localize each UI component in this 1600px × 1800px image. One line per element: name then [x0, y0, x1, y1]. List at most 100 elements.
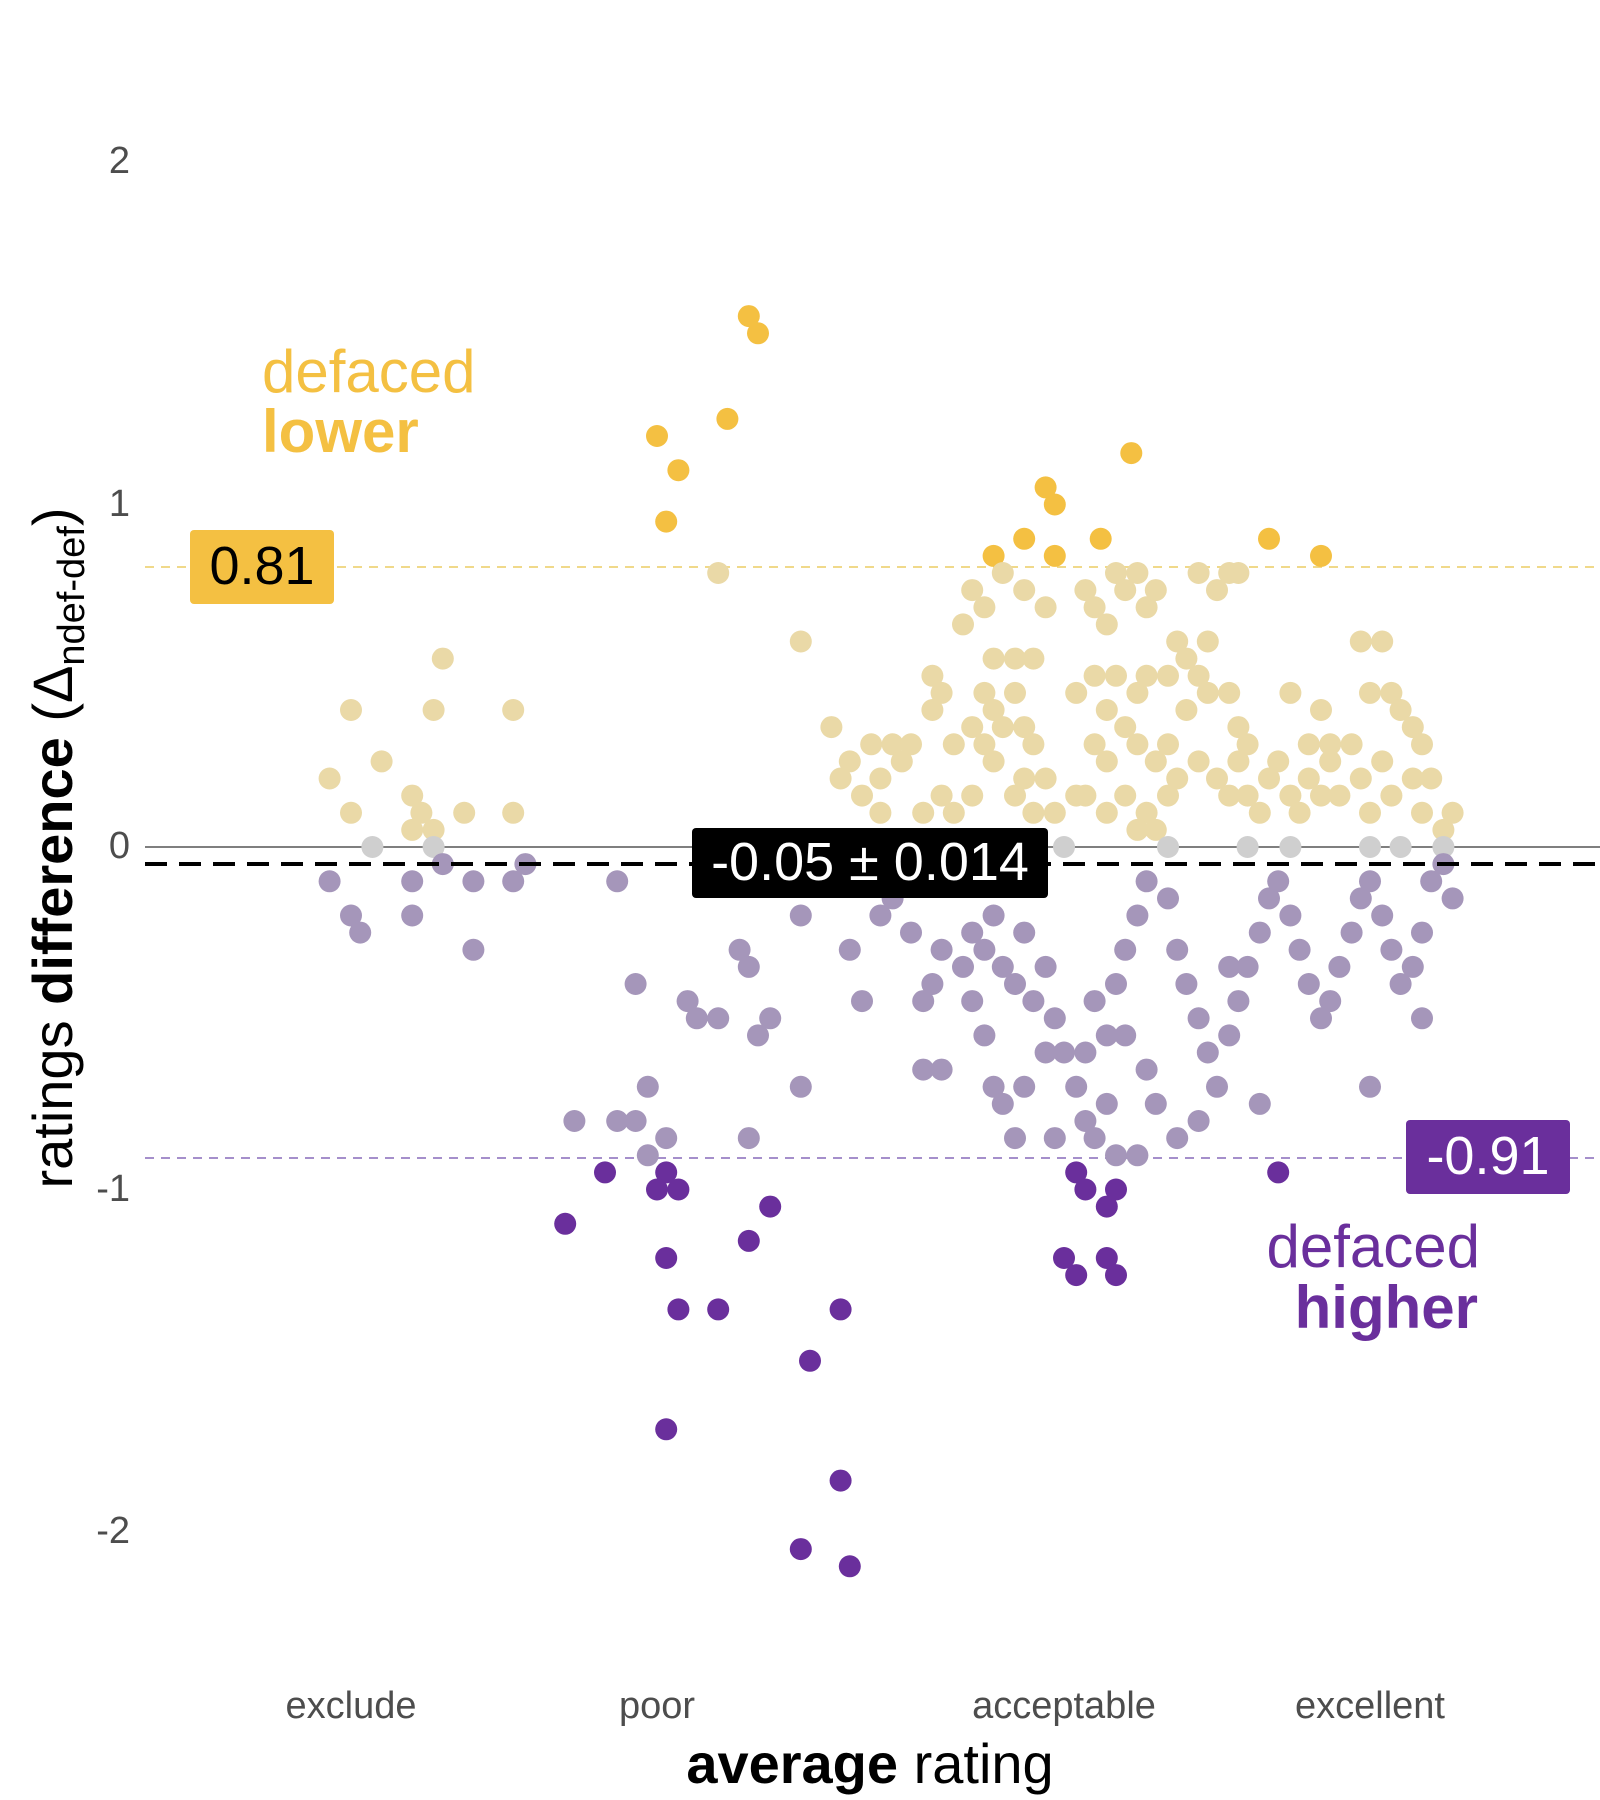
scatter-point-lower-light — [982, 699, 1005, 721]
scatter-point-higher-light — [1126, 1144, 1149, 1167]
scatter-point-lower-light — [1218, 681, 1241, 704]
scatter-point-higher-light — [655, 1127, 678, 1150]
scatter-point-higher-light — [1340, 921, 1363, 944]
scatter-point-higher-strong — [667, 1178, 690, 1201]
scatter-point-lower-light — [1297, 767, 1320, 790]
scatter-point-lower-light — [1187, 562, 1210, 584]
scatter-point-lower-light — [1105, 664, 1127, 687]
scatter-point-lower-light — [982, 750, 1005, 773]
y-tick-label: -2 — [96, 1510, 130, 1552]
scatter-point-lower-light — [1297, 733, 1320, 756]
scatter-point-higher-strong — [1095, 1247, 1118, 1269]
scatter-point-lower-light — [1095, 699, 1118, 721]
scatter-point-lower-light — [453, 801, 476, 824]
scatter-point-lower-light — [952, 613, 974, 636]
scatter-point-higher-light — [1043, 1127, 1066, 1150]
scatter-point-lower-light — [502, 699, 525, 721]
scatter-point-higher-light — [1065, 1075, 1088, 1098]
scatter-point-lower-light — [1389, 699, 1412, 721]
scatter-point-lower-light — [1401, 767, 1424, 790]
scatter-point-higher-light — [606, 870, 629, 893]
scatter-point-lower-light — [1187, 750, 1210, 773]
y-axis-title-close: ) — [21, 507, 84, 526]
scatter-point-lower-light — [973, 733, 996, 756]
scatter-point-higher-light — [1411, 921, 1433, 944]
scatter-point-higher-light — [340, 904, 362, 927]
scatter-point-lower-light — [1144, 579, 1167, 602]
scatter-point-higher-strong — [646, 1178, 668, 1201]
scatter-point-lower-light — [1310, 699, 1332, 721]
mean-badge: -0.05 ± 0.014 — [692, 828, 1048, 898]
scatter-point-neutral — [361, 836, 384, 858]
scatter-point-higher-light — [1206, 1075, 1228, 1098]
scatter-point-higher-light — [1319, 990, 1342, 1013]
scatter-point-higher-strong — [655, 1161, 678, 1184]
scatter-point-higher-light — [1074, 1041, 1097, 1064]
scatter-point-higher-light — [900, 921, 922, 944]
scatter-point-lower-light — [1004, 647, 1026, 670]
scatter-point-higher-strong — [707, 1298, 730, 1321]
scatter-point-lower-light — [1371, 750, 1394, 773]
scatter-point-lower-light — [1206, 579, 1228, 602]
scatter-point-higher-light — [1114, 938, 1137, 961]
scatter-point-higher-light — [1288, 938, 1311, 961]
scatter-point-higher-light — [1389, 973, 1412, 995]
scatter-point-higher-light — [1157, 887, 1179, 910]
scatter-point-lower-light — [1340, 733, 1363, 756]
scatter-point-higher-light — [1043, 1007, 1066, 1030]
scatter-point-higher-light — [912, 990, 935, 1013]
scatter-point-lower-light — [1074, 784, 1097, 807]
scatter-point-lower-light — [1095, 750, 1118, 773]
scatter-point-higher-light — [789, 1075, 812, 1098]
scatter-point-lower-light — [1359, 801, 1381, 824]
scatter-point-lower-strong — [1120, 442, 1143, 465]
y-tick-label: 1 — [109, 483, 130, 525]
scatter-point-lower-light — [921, 699, 944, 721]
scatter-point-lower-light — [1420, 767, 1443, 790]
scatter-point-lower-light — [401, 818, 424, 841]
scatter-point-higher-light — [869, 904, 892, 927]
scatter-point-higher-light — [636, 1075, 659, 1098]
scatter-point-higher-light — [921, 973, 944, 995]
scatter-point-higher-light — [789, 904, 812, 927]
scatter-point-higher-strong — [789, 1538, 812, 1561]
scatter-point-higher-strong — [655, 1418, 678, 1441]
scatter-point-lower-light — [1196, 630, 1219, 653]
scatter-point-higher-light — [1411, 1007, 1433, 1030]
scatter-point-higher-light — [1105, 973, 1127, 995]
scatter-point-lower-light — [1126, 681, 1149, 704]
scatter-point-higher-light — [1359, 870, 1381, 893]
scatter-point-lower-light — [921, 664, 944, 687]
scatter-point-lower-light — [1095, 613, 1118, 636]
x-tick-label: acceptable — [972, 1685, 1156, 1727]
scatter-point-higher-light — [973, 1024, 996, 1047]
scatter-point-higher-light — [728, 938, 751, 961]
scatter-point-neutral — [1389, 836, 1412, 858]
scatter-point-higher-light — [462, 938, 485, 961]
annotation-defaced-lower-line1: defaced — [262, 338, 476, 405]
scatter-point-higher-light — [318, 870, 341, 893]
scatter-point-lower-light — [942, 733, 965, 756]
scatter-point-higher-light — [1135, 870, 1158, 893]
scatter-point-lower-light — [1157, 664, 1179, 687]
scatter-point-higher-light — [1187, 1110, 1210, 1132]
scatter-point-higher-light — [685, 1007, 708, 1030]
scatter-point-higher-light — [401, 904, 424, 927]
scatter-point-higher-light — [1187, 1007, 1210, 1030]
scatter-point-higher-light — [737, 955, 760, 978]
scatter-point-higher-light — [747, 1024, 769, 1047]
lower-badge: -0.91 — [1406, 1120, 1570, 1194]
scatter-point-higher-light — [1401, 955, 1424, 978]
scatter-point-lower-light — [1227, 562, 1250, 584]
scatter-point-lower-light — [838, 750, 861, 773]
x-axis-title: average rating — [686, 1732, 1053, 1795]
scatter-point-higher-light — [1074, 1110, 1097, 1132]
scatter-point-higher-light — [462, 870, 485, 893]
scatter-point-higher-light — [624, 1110, 647, 1132]
scatter-point-lower-light — [1013, 579, 1036, 602]
scatter-point-higher-light — [973, 938, 996, 961]
scatter-point-lower-light — [1144, 818, 1167, 841]
scatter-point-neutral — [1157, 836, 1179, 858]
scatter-point-higher-light — [1359, 1075, 1381, 1098]
scatter-point-higher-light — [930, 1058, 953, 1081]
